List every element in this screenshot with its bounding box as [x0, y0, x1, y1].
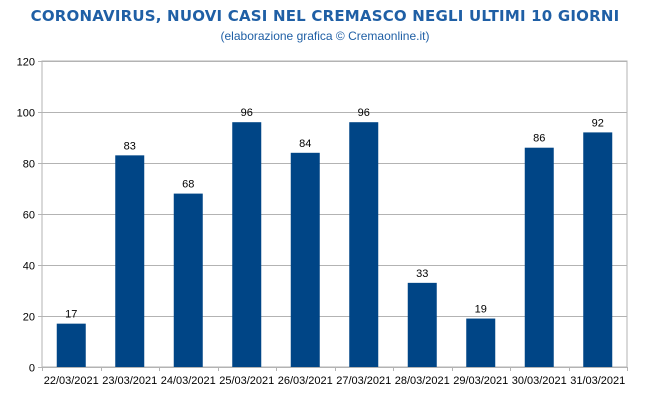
bar-28/03/2021 — [407, 282, 437, 367]
x-tick-label: 23/03/2021 — [102, 375, 157, 387]
bar-30/03/2021 — [524, 147, 554, 367]
data-label: 68 — [182, 179, 194, 191]
y-tick-label: 100 — [17, 108, 35, 120]
x-tick-label: 28/03/2021 — [395, 375, 450, 387]
bar-31/03/2021 — [583, 132, 613, 367]
bar-24/03/2021 — [173, 193, 203, 367]
data-label: 19 — [475, 304, 487, 316]
data-label: 83 — [124, 140, 136, 152]
x-tick-label: 29/03/2021 — [453, 375, 508, 387]
data-label: 96 — [358, 107, 370, 119]
data-label: 86 — [533, 133, 545, 145]
y-tick-label: 60 — [23, 210, 35, 222]
bar-25/03/2021 — [232, 122, 262, 367]
x-tick-label: 31/03/2021 — [570, 375, 625, 387]
bar-26/03/2021 — [290, 152, 320, 367]
bar-27/03/2021 — [349, 122, 379, 367]
x-tick-label: 30/03/2021 — [512, 375, 567, 387]
data-label: 84 — [299, 138, 311, 150]
data-label: 92 — [592, 117, 604, 129]
x-tick-label: 27/03/2021 — [336, 375, 391, 387]
x-tick-label: 24/03/2021 — [161, 375, 216, 387]
bar-22/03/2021 — [56, 323, 86, 367]
data-label: 33 — [416, 268, 428, 280]
y-tick-label: 80 — [23, 159, 35, 171]
data-label: 17 — [65, 309, 77, 321]
y-tick-label: 0 — [29, 363, 35, 375]
y-tick-label: 120 — [17, 57, 35, 69]
x-tick-label: 25/03/2021 — [219, 375, 274, 387]
bar-29/03/2021 — [466, 318, 496, 367]
bar-23/03/2021 — [115, 155, 145, 367]
x-tick-label: 26/03/2021 — [278, 375, 333, 387]
x-tick-label: 22/03/2021 — [44, 375, 99, 387]
y-tick-label: 40 — [23, 261, 35, 273]
chart-subtitle: (elaborazione grafica © Cremaonline.it) — [220, 29, 430, 43]
data-label: 96 — [241, 107, 253, 119]
chart-title: CORONAVIRUS, NUOVI CASI NEL CREMASCO NEG… — [30, 7, 620, 25]
y-tick-label: 20 — [23, 312, 35, 324]
